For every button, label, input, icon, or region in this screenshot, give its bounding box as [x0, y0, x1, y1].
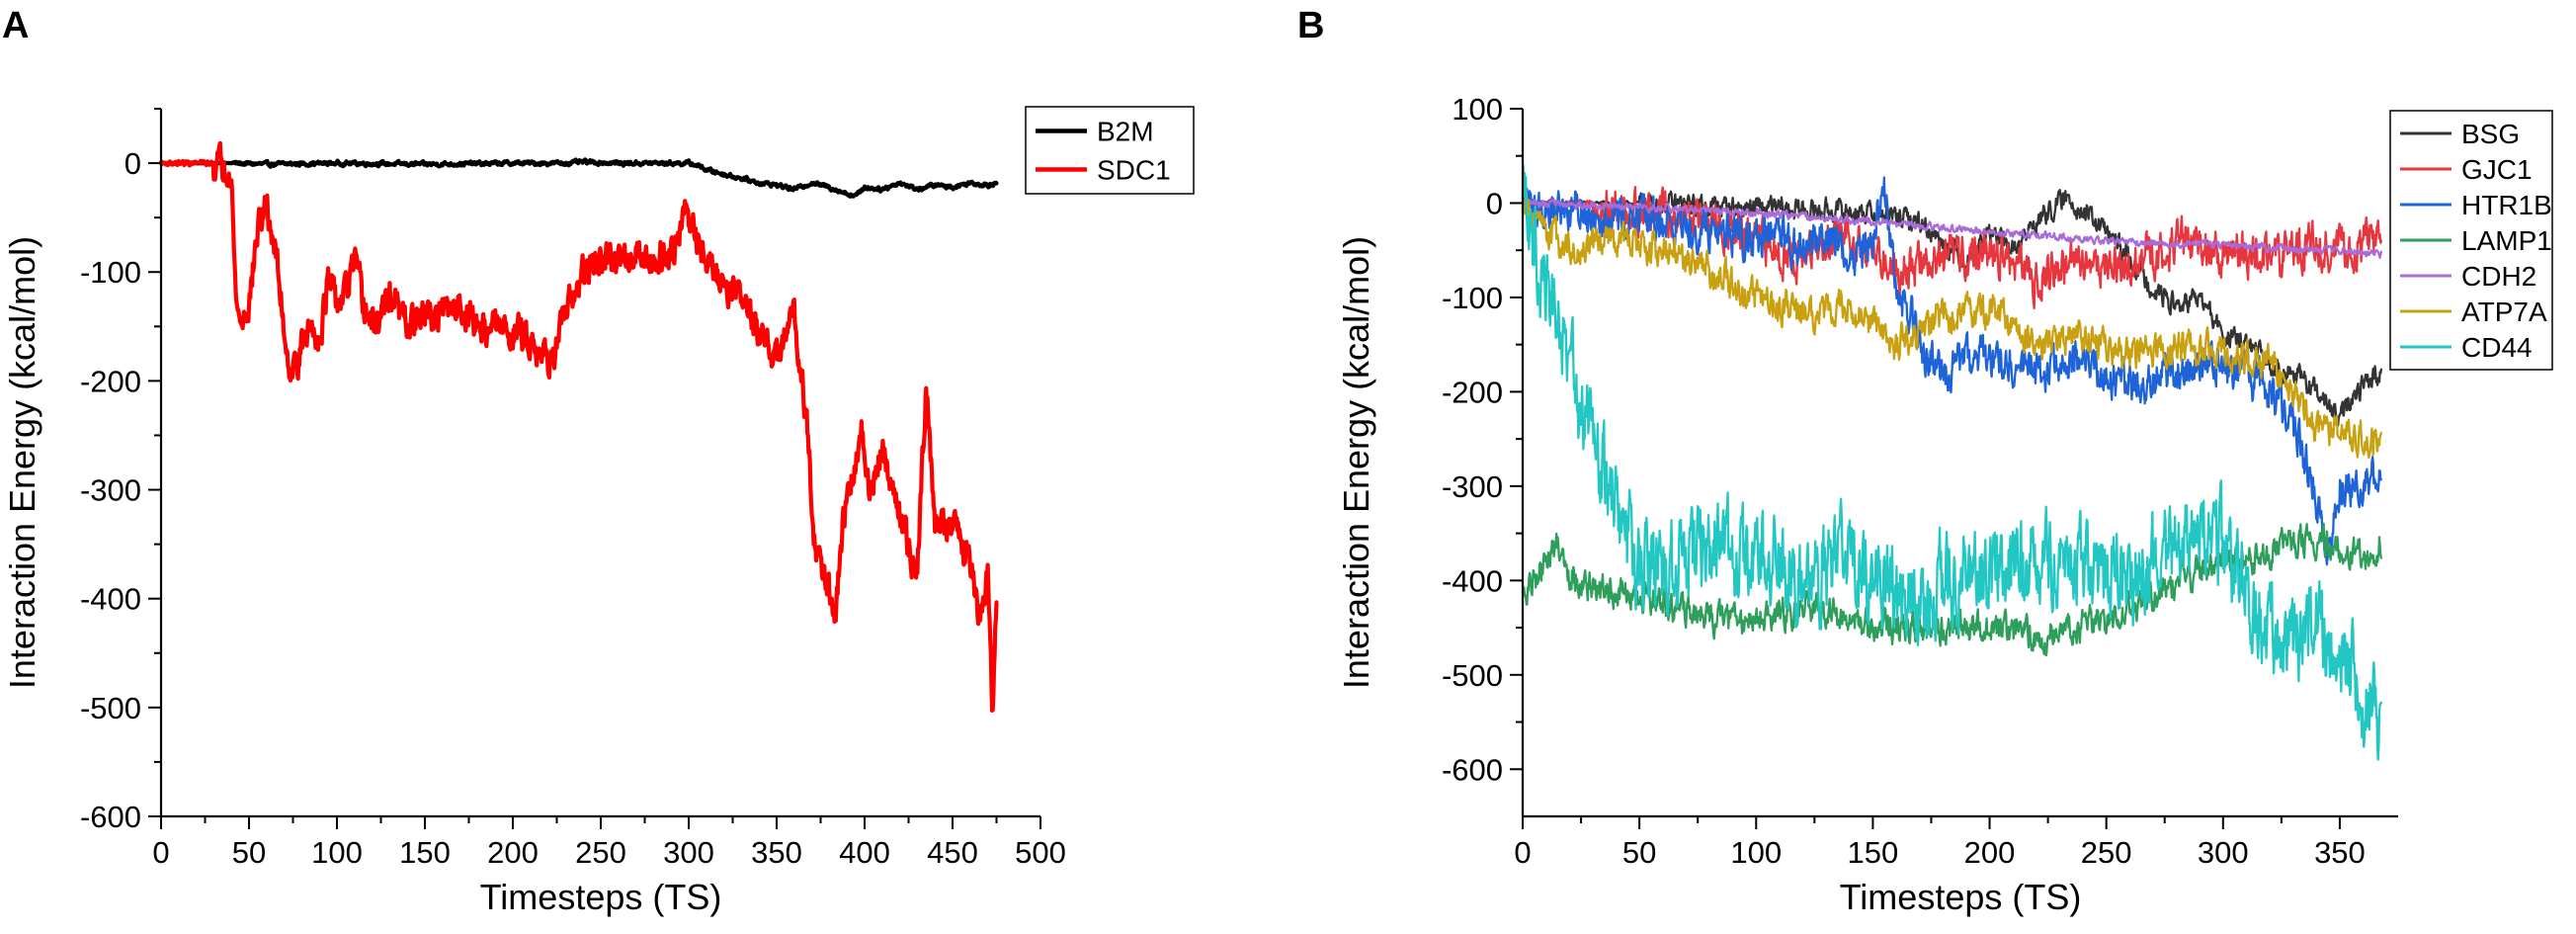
legend-label-lamp1: LAMP1 [2461, 225, 2552, 256]
y-tick-label: -300 [80, 473, 141, 508]
series-line-sdc1 [158, 140, 999, 714]
legend-label-cd44: CD44 [2461, 332, 2533, 363]
x-tick-label: 0 [152, 835, 169, 870]
x-tick-label: 250 [575, 835, 626, 870]
y-tick-label: -100 [80, 255, 141, 290]
legend-label-bsg: BSG [2461, 119, 2520, 149]
x-tick-label: 100 [311, 835, 363, 870]
y-axis-label: Interaction Energy (kcal/mol) [1336, 236, 1376, 689]
x-tick-label: 0 [1514, 835, 1531, 870]
legend-label-b2m: B2M [1097, 117, 1154, 147]
legend: B2M SDC1 [1025, 106, 1195, 195]
y-tick-label: -100 [1442, 281, 1503, 315]
x-tick-label: 300 [2198, 835, 2249, 870]
series-line-htr1b [1521, 176, 2383, 566]
legend-label-atp7a: ATP7A [2461, 297, 2547, 327]
legend-label-cdh2: CDH2 [2461, 261, 2536, 292]
y-tick-label: 0 [125, 146, 141, 181]
legend-label-htr1b: HTR1B [2461, 190, 2552, 220]
series-line-atp7a [1521, 191, 2383, 460]
y-axis-label: Interaction Energy (kcal/mol) [2, 236, 42, 689]
y-tick-label: 100 [1452, 92, 1503, 127]
y-tick-label: -600 [80, 800, 141, 834]
y-tick-label: -400 [80, 582, 141, 617]
x-axis-label: Timesteps (TS) [1840, 877, 2082, 917]
x-axis-label: Timesteps (TS) [480, 877, 722, 917]
x-tick-label: 200 [487, 835, 539, 870]
chart-panel-b: 0 50 100 150 200 250 300 350 100 0 -100 -200 -300 -40… [1336, 92, 2553, 917]
y-tick-label: -600 [1442, 752, 1503, 787]
x-tick-label: 100 [1730, 835, 1782, 870]
series-line-cd44 [1521, 164, 2383, 761]
x-tick-label: 350 [751, 835, 802, 870]
y-tick-label: -300 [1442, 469, 1503, 504]
y-tick-label: 0 [1486, 186, 1503, 220]
x-tick-label: 150 [399, 835, 451, 870]
legend-box [1025, 106, 1195, 195]
chart-panel-a: 0 50 100 150 200 250 300 350 400 450 500 0 -100 -200 -… [2, 106, 1195, 917]
legend: BSG GJC1 HTR1B LAMP1 CDH2 ATP7A CD44 [2389, 110, 2553, 371]
panel-label-b: B [1297, 5, 1324, 46]
y-tick-label: -200 [1442, 375, 1503, 409]
y-tick-label: -500 [1442, 658, 1503, 693]
series-line-cdh2 [1521, 199, 2383, 259]
x-tick-label: 150 [1848, 835, 1899, 870]
series-line-b2m [158, 157, 999, 199]
x-tick-label: 350 [2314, 835, 2366, 870]
x-tick-label: 450 [927, 835, 978, 870]
x-tick-label: 250 [2081, 835, 2132, 870]
y-tick-label: -400 [1442, 563, 1503, 598]
legend-label-gjc1: GJC1 [2461, 154, 2533, 185]
x-tick-label: 500 [1015, 835, 1066, 870]
x-tick-label: 50 [232, 835, 266, 870]
y-tick-label: -200 [80, 364, 141, 398]
panel-label-a: A [2, 5, 29, 46]
legend-label-sdc1: SDC1 [1097, 155, 1171, 186]
x-tick-label: 400 [839, 835, 890, 870]
x-tick-label: 200 [1964, 835, 2016, 870]
x-tick-label: 50 [1622, 835, 1656, 870]
x-tick-label: 300 [663, 835, 714, 870]
y-tick-label: -500 [80, 691, 141, 725]
